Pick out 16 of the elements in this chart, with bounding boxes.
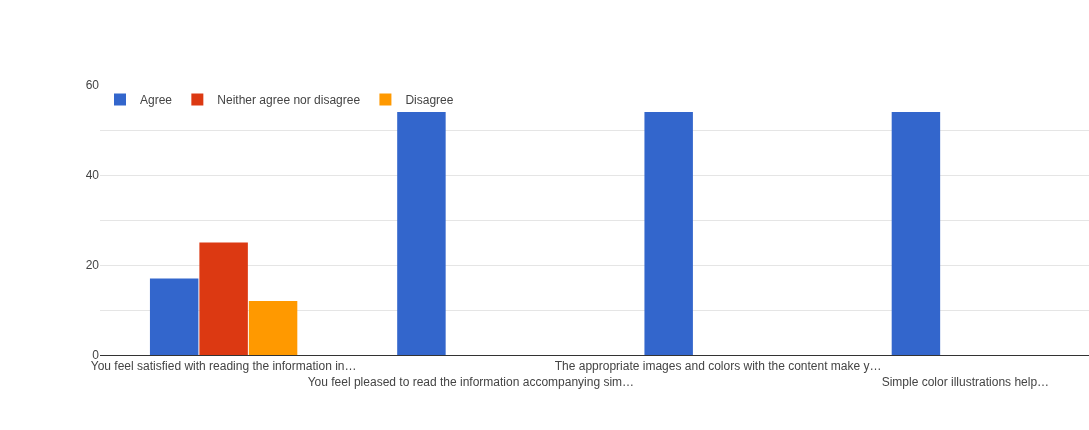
bar <box>248 301 298 355</box>
bar <box>199 242 248 355</box>
x-tick-label: You feel pleased to read the information accompanying sim… <box>307 375 635 389</box>
y-tick-label: 60 <box>85 78 100 93</box>
y-tick-label: 20 <box>85 258 100 273</box>
bar <box>397 112 446 355</box>
x-tick-label: Simple color illustrations help… <box>881 375 1050 389</box>
bar <box>149 278 199 355</box>
bar <box>644 112 693 355</box>
bar <box>891 112 941 355</box>
legend-label: Neither agree nor disagree <box>217 93 361 108</box>
legend-label: Agree <box>140 93 173 108</box>
legend-label: Disagree <box>405 93 454 108</box>
x-tick-label: The appropriate images and colors with the content make y… <box>554 359 882 374</box>
y-tick-label: 40 <box>85 168 100 183</box>
x-tick-label: You feel satisfied with reading the information in… <box>90 359 357 374</box>
